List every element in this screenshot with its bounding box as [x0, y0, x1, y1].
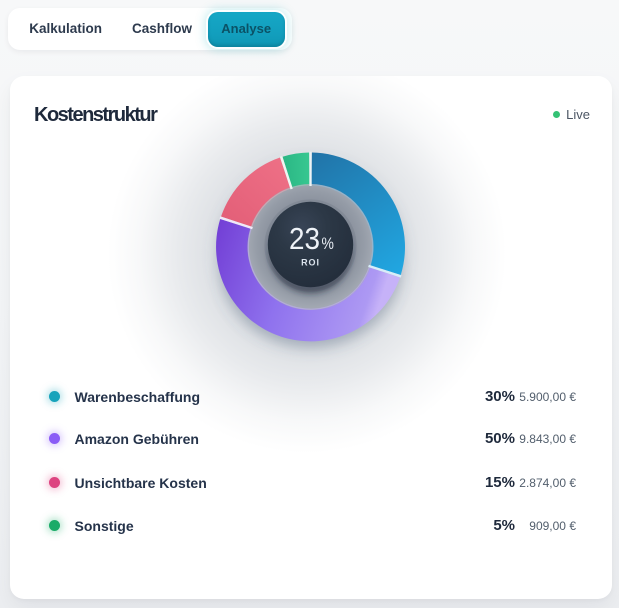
svg-text:%: %	[322, 235, 335, 253]
svg-text:ROI: ROI	[301, 258, 320, 268]
svg-text:23: 23	[289, 221, 320, 256]
